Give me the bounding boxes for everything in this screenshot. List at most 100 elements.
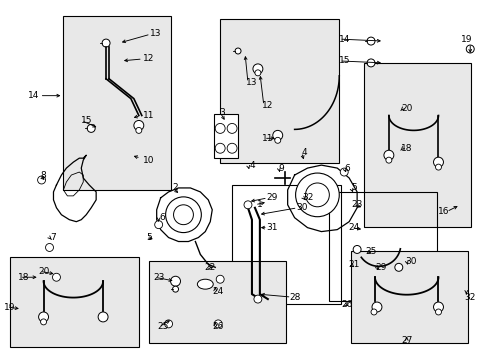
- Text: 9: 9: [278, 163, 284, 172]
- Text: 14: 14: [28, 91, 39, 100]
- Text: 30: 30: [295, 203, 306, 212]
- Circle shape: [366, 59, 374, 67]
- Text: 10: 10: [142, 156, 154, 165]
- Text: 20: 20: [400, 104, 411, 113]
- Circle shape: [38, 176, 45, 184]
- Circle shape: [370, 309, 376, 315]
- Circle shape: [173, 205, 193, 225]
- Circle shape: [52, 273, 61, 281]
- Circle shape: [165, 197, 201, 233]
- Text: 11: 11: [262, 134, 273, 143]
- Circle shape: [170, 276, 180, 286]
- Circle shape: [39, 312, 48, 322]
- Text: 14: 14: [338, 35, 349, 44]
- Text: 6: 6: [344, 163, 349, 172]
- Bar: [148, 261, 285, 343]
- Text: 1: 1: [257, 200, 262, 209]
- Bar: [63, 16, 170, 190]
- Circle shape: [244, 201, 251, 209]
- Circle shape: [295, 173, 339, 217]
- Text: 4: 4: [301, 148, 307, 157]
- Text: 24: 24: [348, 223, 359, 232]
- Circle shape: [214, 320, 222, 328]
- Text: 5: 5: [350, 184, 356, 193]
- Text: 25: 25: [365, 247, 376, 256]
- Ellipse shape: [197, 279, 213, 289]
- Bar: [232, 185, 341, 304]
- Bar: [220, 19, 339, 163]
- Circle shape: [385, 157, 391, 163]
- Circle shape: [252, 64, 263, 74]
- Text: 30: 30: [404, 257, 416, 266]
- Circle shape: [235, 48, 241, 54]
- Text: 27: 27: [400, 336, 411, 345]
- Circle shape: [466, 45, 473, 53]
- Circle shape: [433, 302, 443, 312]
- Circle shape: [164, 320, 172, 328]
- Text: 13: 13: [150, 29, 161, 38]
- Text: 26: 26: [212, 322, 224, 331]
- Bar: [328, 192, 436, 301]
- Circle shape: [226, 123, 237, 133]
- Text: 31: 31: [265, 223, 277, 232]
- Text: 15: 15: [81, 116, 92, 125]
- Text: 6: 6: [160, 213, 165, 222]
- Text: 5: 5: [145, 233, 151, 242]
- Bar: [214, 113, 238, 158]
- Bar: [10, 257, 139, 347]
- Text: 28: 28: [288, 293, 300, 302]
- Circle shape: [172, 286, 178, 292]
- Text: 12: 12: [143, 54, 154, 63]
- Circle shape: [366, 37, 374, 45]
- Circle shape: [98, 312, 108, 322]
- Text: 4: 4: [248, 161, 254, 170]
- Text: 21: 21: [348, 260, 359, 269]
- Circle shape: [41, 319, 46, 325]
- Text: 18: 18: [400, 144, 412, 153]
- Bar: [350, 251, 468, 343]
- Text: 26: 26: [341, 300, 352, 309]
- Text: 23: 23: [351, 200, 362, 209]
- Text: 7: 7: [50, 233, 56, 242]
- Text: 32: 32: [301, 193, 312, 202]
- Text: 16: 16: [437, 207, 448, 216]
- Circle shape: [215, 143, 224, 153]
- Text: 19: 19: [460, 35, 471, 44]
- Circle shape: [102, 39, 110, 47]
- Circle shape: [435, 164, 441, 170]
- Text: 29: 29: [374, 263, 386, 272]
- Text: 20: 20: [38, 267, 49, 276]
- Circle shape: [87, 125, 95, 132]
- Text: 15: 15: [338, 57, 349, 66]
- Text: 11: 11: [142, 111, 154, 120]
- Text: 19: 19: [4, 302, 16, 311]
- Circle shape: [253, 295, 262, 303]
- Circle shape: [274, 137, 280, 143]
- Text: 2: 2: [172, 184, 178, 193]
- Text: 8: 8: [41, 171, 46, 180]
- Text: 25: 25: [157, 322, 168, 331]
- Circle shape: [154, 221, 163, 229]
- Bar: [364, 63, 470, 227]
- Circle shape: [433, 157, 443, 167]
- Text: 18: 18: [18, 273, 29, 282]
- Text: 32: 32: [464, 293, 475, 302]
- Circle shape: [371, 302, 381, 312]
- Circle shape: [136, 127, 142, 133]
- Text: 3: 3: [219, 108, 224, 117]
- Circle shape: [352, 246, 360, 253]
- Circle shape: [134, 121, 143, 130]
- Circle shape: [394, 264, 402, 271]
- Circle shape: [340, 168, 347, 176]
- Circle shape: [45, 243, 53, 251]
- Circle shape: [216, 275, 224, 283]
- Text: 29: 29: [265, 193, 277, 202]
- Circle shape: [383, 150, 393, 160]
- Circle shape: [226, 143, 237, 153]
- Text: 13: 13: [245, 78, 257, 87]
- Circle shape: [215, 123, 224, 133]
- Text: 12: 12: [262, 101, 273, 110]
- Circle shape: [435, 309, 441, 315]
- Circle shape: [254, 70, 260, 76]
- Circle shape: [272, 130, 282, 140]
